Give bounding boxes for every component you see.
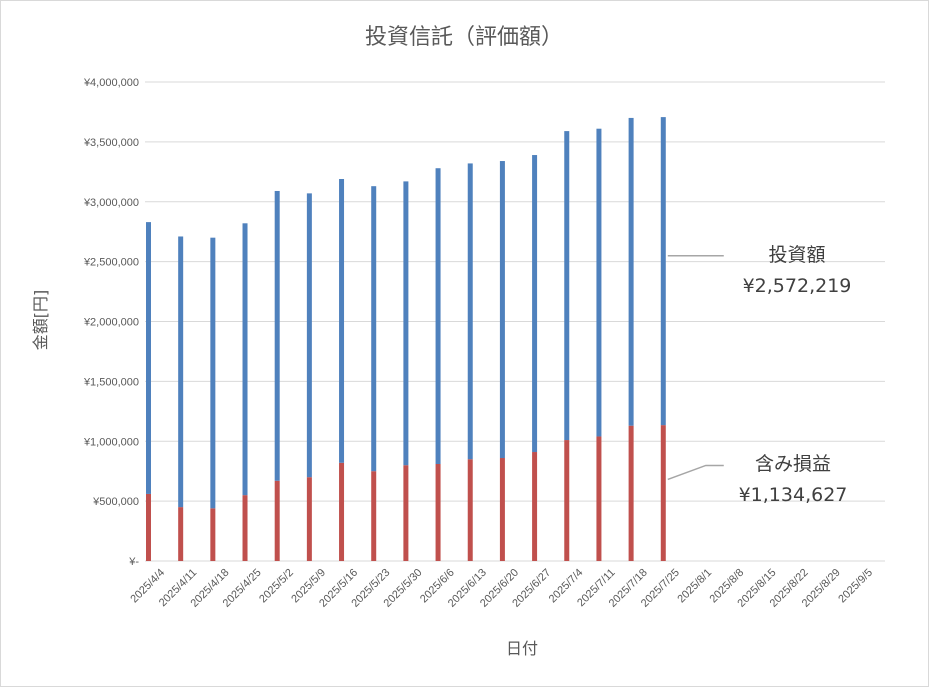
- y-axis-label: 金額[円]: [31, 290, 50, 351]
- bar-gain: [274, 480, 280, 561]
- bar-invest: [596, 128, 602, 437]
- bar-invest: [242, 223, 248, 496]
- x-axis-label: 日付: [506, 639, 538, 658]
- bar-invest: [403, 181, 409, 466]
- bar-invest: [306, 193, 312, 478]
- bar-invest: [146, 222, 151, 494]
- y-tick-label: ¥3,000,000: [83, 197, 139, 209]
- bar-gain: [660, 425, 666, 561]
- x-tick-label: 2025/8/1: [675, 567, 714, 606]
- bar-gain: [628, 425, 634, 561]
- bar-gain: [371, 471, 377, 561]
- bar-invest: [564, 131, 570, 441]
- bar-invest: [435, 168, 441, 465]
- bar-invest: [371, 186, 377, 472]
- y-tick-label: ¥-: [128, 556, 139, 568]
- bar-gain: [467, 459, 473, 561]
- annotation-gain-label: 含み損益: [755, 453, 831, 475]
- y-tick-label: ¥1,500,000: [83, 376, 139, 388]
- bar-invest: [532, 155, 538, 453]
- y-axis-ticks: ¥- ¥500,000 ¥1,000,000 ¥1,500,000 ¥2,000,000…: [83, 77, 139, 568]
- bar-gain: [435, 464, 441, 561]
- annotation-gain-value: ¥1,134,627: [739, 484, 848, 506]
- bar-gain: [596, 436, 602, 561]
- bar-invest: [339, 178, 345, 463]
- bar-invest: [499, 161, 505, 459]
- bar-gain: [178, 507, 184, 561]
- bars: [146, 117, 666, 561]
- chart-title: 投資信託（評価額）: [365, 25, 563, 50]
- bar-gain: [339, 462, 345, 561]
- y-tick-label: ¥500,000: [92, 496, 139, 508]
- y-tick-label: ¥4,000,000: [83, 77, 139, 89]
- annotations: 投資額 ¥2,572,219 含み損益 ¥1,134,627: [667, 244, 852, 506]
- bar-gain: [499, 458, 505, 561]
- bar-invest: [274, 190, 280, 481]
- bar-gain: [564, 440, 570, 561]
- annotation-invest-value: ¥2,572,219: [743, 275, 852, 297]
- x-axis-ticks: 2025/4/42025/4/112025/4/182025/4/252025/…: [128, 567, 875, 610]
- bar-gain: [403, 465, 409, 561]
- x-tick-label: 2025/9/5: [836, 567, 875, 606]
- leader-line-gain: [667, 464, 724, 481]
- x-tick-label: 2025/5/2: [257, 567, 296, 606]
- annotation-invest-label: 投資額: [768, 244, 825, 266]
- bar-gain: [242, 495, 248, 561]
- y-tick-label: ¥2,500,000: [83, 257, 139, 269]
- gridlines: [145, 81, 885, 562]
- bar-gain: [532, 452, 538, 561]
- bar-invest: [660, 117, 666, 426]
- bar-invest: [467, 163, 473, 460]
- bar-invest: [210, 237, 216, 509]
- y-tick-label: ¥1,000,000: [83, 436, 139, 448]
- bar-gain: [210, 508, 216, 561]
- bar-gain: [306, 477, 312, 561]
- bar-gain: [146, 493, 151, 561]
- y-tick-label: ¥2,000,000: [83, 317, 139, 329]
- y-tick-label: ¥3,500,000: [83, 137, 139, 149]
- bar-invest: [178, 236, 184, 508]
- bar-invest: [628, 117, 634, 426]
